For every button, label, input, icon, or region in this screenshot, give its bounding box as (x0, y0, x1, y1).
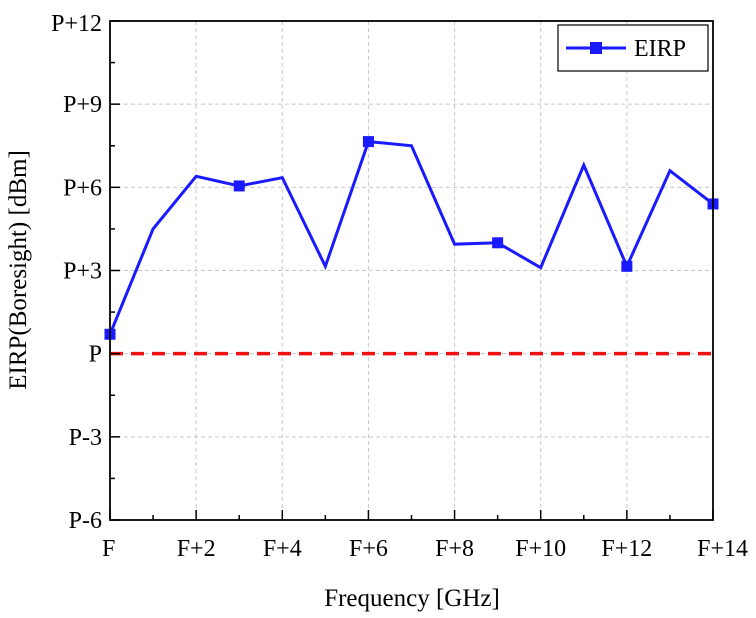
x-tick-label: F+2 (177, 536, 216, 562)
y-tick-label: P-6 (69, 508, 102, 534)
x-tick-label: F+6 (349, 536, 388, 562)
data-point-marker (233, 180, 245, 192)
x-tick-label: F+8 (435, 536, 474, 562)
legend-label: EIRP (634, 36, 686, 62)
data-point-marker (621, 260, 633, 272)
x-axis-title: Frequency [GHz] (324, 585, 500, 612)
y-axis-title: EIRP(Boresight) [dBm] (5, 150, 32, 390)
x-tick-label: F+4 (263, 536, 302, 562)
y-tick-label: P+6 (63, 175, 102, 201)
x-tick-label: F+12 (601, 536, 652, 562)
y-tick-label: P (89, 342, 102, 368)
x-tick-label: F+14 (697, 536, 748, 562)
data-point-marker (492, 237, 504, 249)
y-tick-label: P+9 (63, 92, 102, 118)
y-tick-label: P+12 (51, 11, 102, 37)
legend-marker-icon (590, 42, 602, 54)
x-axis-ticks: F F+2 F+4 F+6 F+8 F+10 F+12 F+14 (102, 510, 748, 562)
x-tick-label: F+10 (515, 536, 566, 562)
y-tick-label: P+3 (63, 259, 102, 285)
legend: EIRP (557, 24, 709, 72)
y-axis-ticks: P-6 P-3 P P+3 P+6 P+9 P+12 (51, 11, 120, 534)
data-point-marker (362, 136, 374, 148)
x-tick-label: F (102, 536, 115, 562)
y-tick-label: P-3 (69, 425, 102, 451)
series-line-eirp (108, 139, 714, 335)
